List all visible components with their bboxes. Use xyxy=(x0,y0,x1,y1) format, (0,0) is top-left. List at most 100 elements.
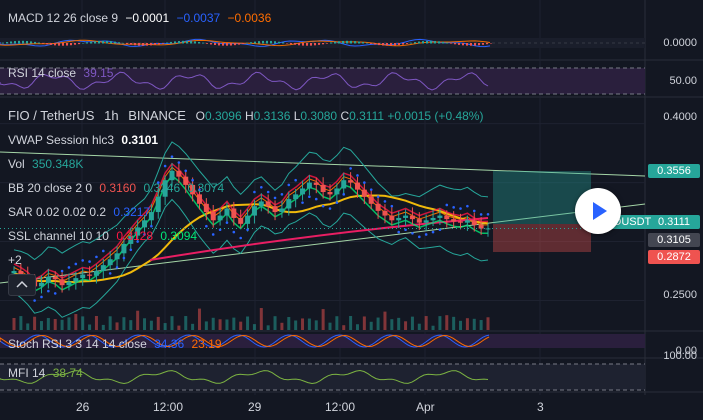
macd-legend[interactable]: MACD 12 26 close 9 −0.0001 −0.0037 −0.00… xyxy=(8,11,271,25)
sar-dot xyxy=(363,181,366,184)
sar-value: 0.3217 xyxy=(113,205,151,219)
macd-histogram-bar xyxy=(134,43,136,46)
sar-dot xyxy=(150,224,153,228)
macd-value-3: −0.0036 xyxy=(227,11,272,25)
volume-bar xyxy=(404,321,408,330)
volume-bar xyxy=(149,320,153,330)
volume-bar xyxy=(191,323,195,330)
candle-body xyxy=(203,203,209,213)
macd-histogram-bar xyxy=(150,43,152,46)
trendline-upper xyxy=(0,151,646,177)
ohlc-values: O0.3096 H0.3136 L0.3080 C0.3111 +0.0015 … xyxy=(196,109,484,123)
candle-body xyxy=(313,182,319,185)
volume-bar xyxy=(143,318,147,330)
close-value: 0.3111 xyxy=(349,109,385,123)
macd-histogram-bar xyxy=(90,41,92,44)
volume-bar xyxy=(170,316,174,330)
collapse-legend-button[interactable] xyxy=(8,274,36,296)
macd-histogram-bar xyxy=(450,43,452,44)
candle-body xyxy=(458,221,464,223)
macd-histogram-bar xyxy=(426,40,428,44)
macd-histogram-bar xyxy=(222,43,224,46)
macd-value-2: −0.0037 xyxy=(176,11,221,25)
sar-dot xyxy=(225,221,229,224)
candle-body xyxy=(451,219,457,222)
volume-bar xyxy=(122,317,126,330)
sar-dot xyxy=(81,259,84,262)
more-indicators-count: +2 xyxy=(8,253,22,267)
replay-play-button[interactable] xyxy=(575,188,621,234)
vwap-legend[interactable]: VWAP Session hlc3 0.3101 xyxy=(8,133,158,147)
sar-dot xyxy=(349,167,352,170)
macd-histogram-bar xyxy=(422,41,424,44)
macd-histogram-bar xyxy=(146,43,148,46)
volume-bar xyxy=(136,310,140,330)
volume-bar xyxy=(46,318,50,330)
open-label: O xyxy=(195,109,205,123)
volume-bar xyxy=(266,325,270,330)
candle-body xyxy=(354,182,360,190)
vol-legend[interactable]: Vol 350.348K xyxy=(8,157,83,171)
volume-bar xyxy=(472,318,476,330)
macd-histogram-bar xyxy=(54,43,56,46)
macd-histogram-bar xyxy=(198,41,200,44)
volume-bar xyxy=(115,322,119,330)
volume-bar xyxy=(39,321,43,330)
candle-body xyxy=(437,215,443,218)
macd-histogram-bar xyxy=(386,43,388,46)
vwap-value: 0.3101 xyxy=(121,133,159,147)
sar-dot xyxy=(47,289,50,293)
mfi-legend[interactable]: MFI 14 38.74 xyxy=(8,366,83,380)
rsi-band xyxy=(0,68,645,94)
ssl-legend[interactable]: SSL channel 10 10 0.3128 0.3094 xyxy=(8,229,197,243)
macd-histogram-bar xyxy=(206,43,208,44)
macd-histogram-bar xyxy=(62,43,64,46)
stoch-legend[interactable]: Stoch RSI 3 3 14 14 close 34.36 23.19 xyxy=(8,337,222,351)
macd-histogram-bar xyxy=(442,41,444,44)
rsi-legend[interactable]: RSI 14 close 39.15 xyxy=(8,66,113,80)
sar-dot xyxy=(287,183,291,187)
macd-histogram-bar xyxy=(58,43,60,46)
sar-dot xyxy=(129,248,133,252)
macd-histogram-bar xyxy=(246,42,248,44)
sar-dot xyxy=(122,256,126,260)
bb-value-2: 0.3246 xyxy=(143,181,181,195)
sar-dot xyxy=(356,174,359,177)
vwap-label: VWAP Session hlc3 xyxy=(8,133,115,147)
symbol-header[interactable]: FIO / TetherUS 1h BINANCE O0.3096 H0.313… xyxy=(8,109,484,124)
sar-dot xyxy=(466,204,469,208)
rsi-label: RSI 14 close xyxy=(8,66,77,80)
sar-dot xyxy=(273,196,277,200)
sar-legend[interactable]: SAR 0.02 0.02 0.2 0.3217 xyxy=(8,205,150,219)
volume-bar xyxy=(33,316,37,330)
candle-body xyxy=(107,259,113,266)
macd-histogram-bar xyxy=(258,41,260,44)
candle-body xyxy=(93,271,99,276)
candle-body xyxy=(368,196,374,204)
volume-bar xyxy=(349,316,353,330)
macd-histogram-bar xyxy=(94,41,96,44)
macd-histogram-bar xyxy=(26,40,28,44)
candle-body xyxy=(382,210,388,216)
macd-histogram-bar xyxy=(318,43,320,45)
sar-dot xyxy=(301,201,304,204)
sar-dot xyxy=(376,195,380,199)
macd-histogram-bar xyxy=(478,43,480,46)
candle-body xyxy=(245,215,251,224)
bb-legend[interactable]: BB 20 close 2 0 0.3160 0.3246 0.3074 xyxy=(8,181,224,195)
macd-histogram-bar xyxy=(18,40,20,44)
candle-body xyxy=(334,188,340,195)
price-tag-top: 0.3556 xyxy=(648,164,700,178)
macd-histogram-bar xyxy=(482,43,484,45)
macd-histogram-bar xyxy=(82,42,84,44)
macd-histogram-bar xyxy=(250,42,252,44)
macd-histogram-bar xyxy=(74,43,76,45)
more-indicators[interactable]: +2 xyxy=(8,253,22,267)
x-tick-5: 3 xyxy=(537,400,544,414)
macd-histogram-bar xyxy=(294,43,296,45)
ssl-value-2: 0.3094 xyxy=(160,229,198,243)
macd-histogram-bar xyxy=(302,43,304,46)
macd-histogram-bar xyxy=(462,43,464,46)
ssl-value-1: 0.3128 xyxy=(116,229,154,243)
sar-dot xyxy=(452,206,455,209)
